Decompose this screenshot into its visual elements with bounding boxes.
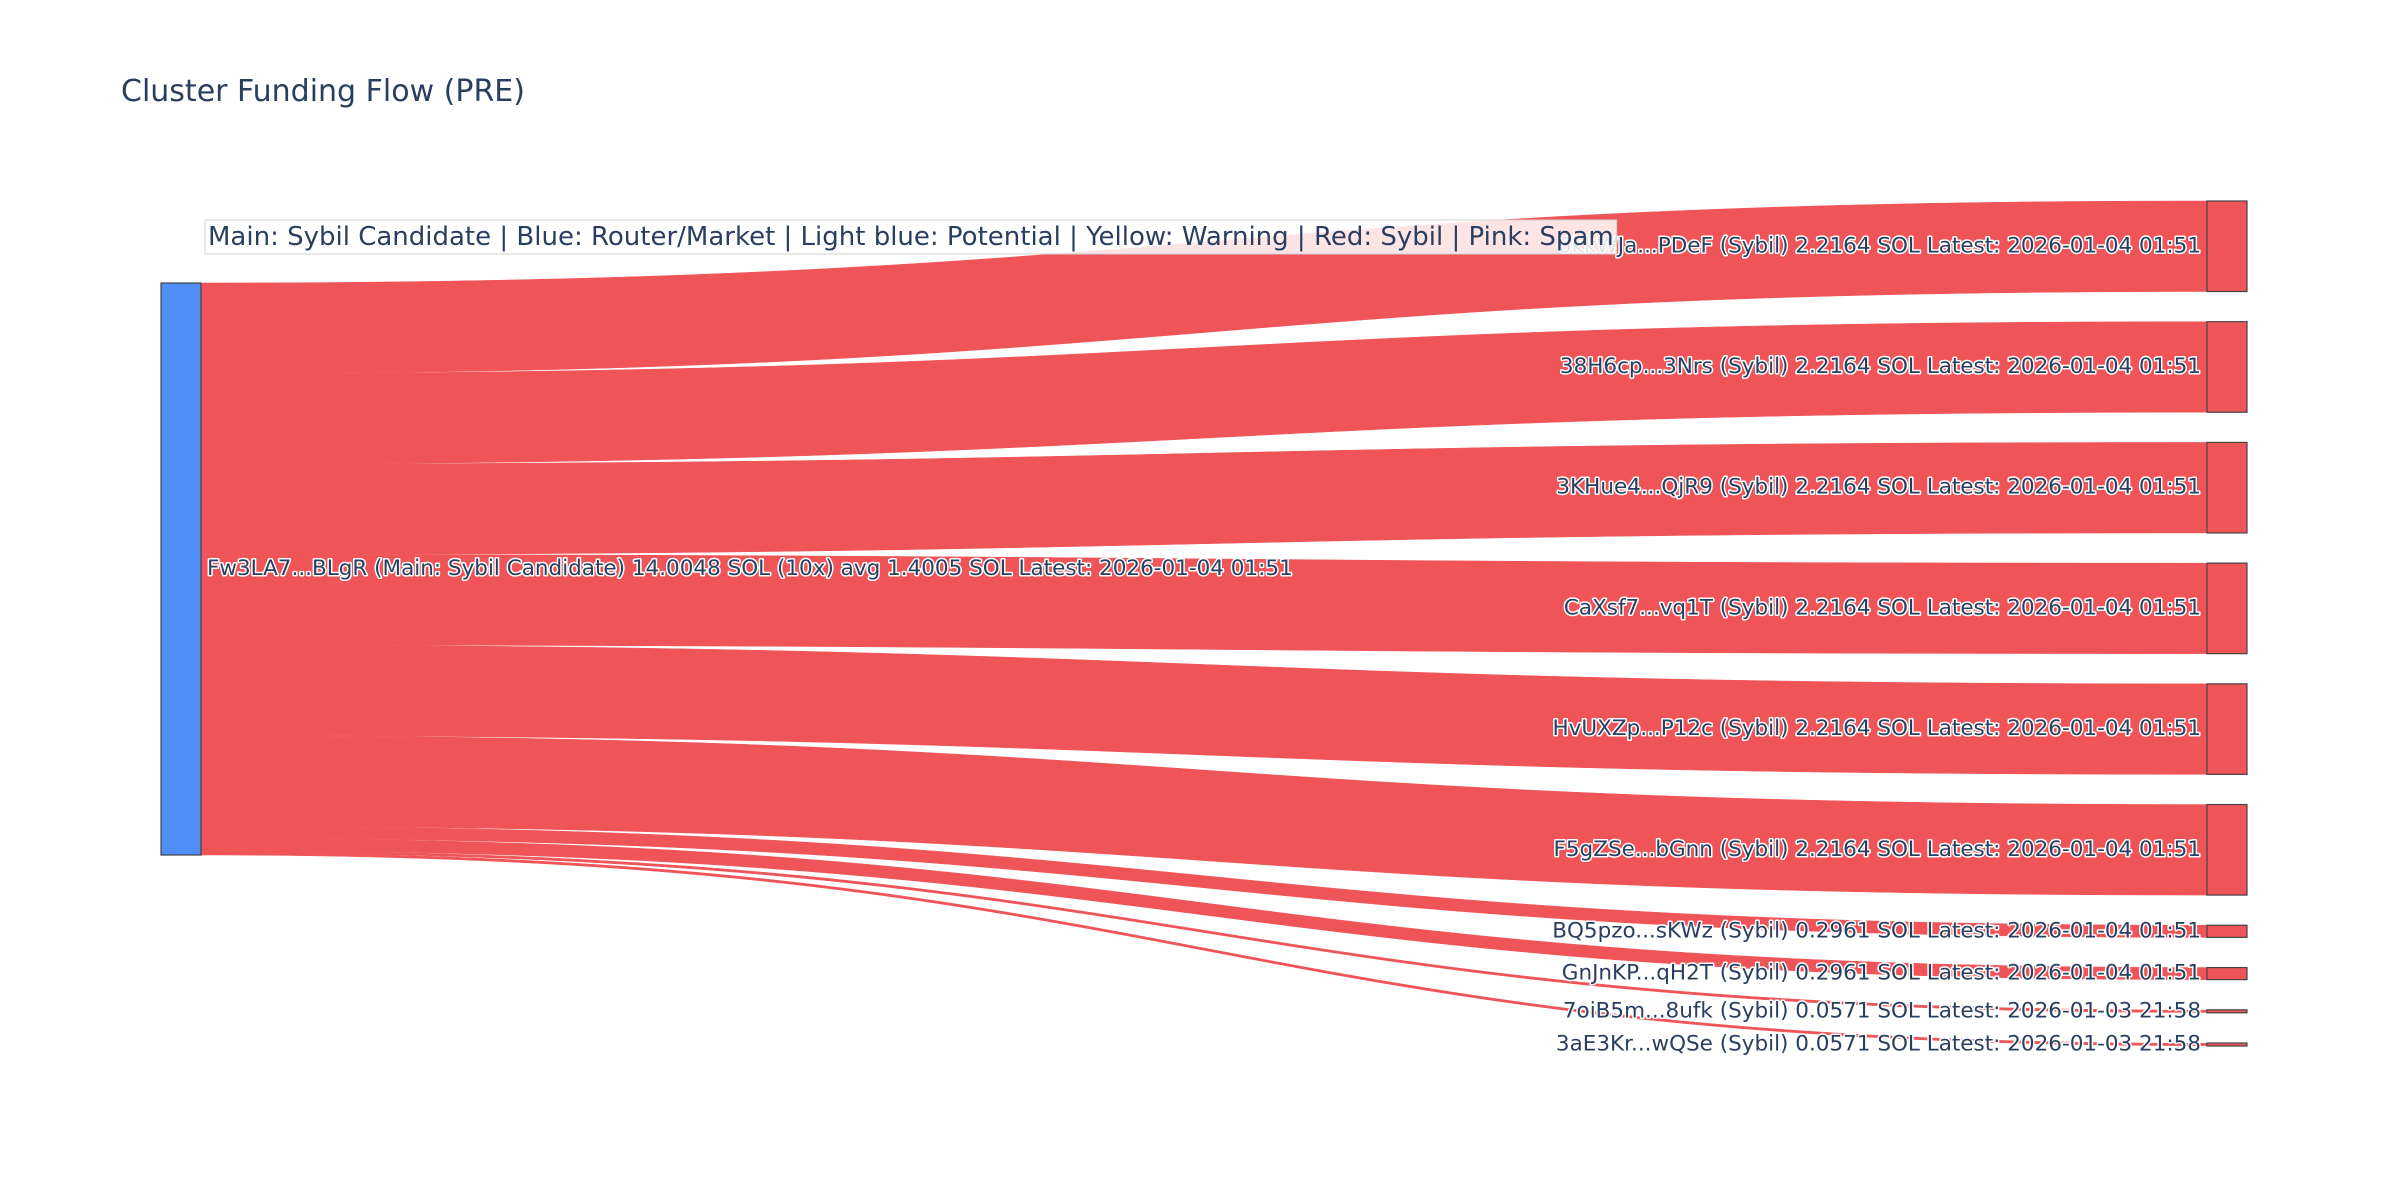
target-node: [2206, 966, 2248, 981]
target-node: [2206, 803, 2248, 896]
target-node: [2206, 683, 2248, 775]
target-node: [2206, 441, 2248, 534]
target-node-label: 7oiB5m...8ufk (Sybil) 0.0571 SOL Latest:…: [1563, 998, 2201, 1023]
source-node-label: Fw3LA7...BLgR (Main: Sybil Candidate) 14…: [207, 556, 1293, 581]
target-node-label: 38H6cp...3Nrs (Sybil) 2.2164 SOL Latest:…: [1560, 354, 2201, 379]
target-node: [2206, 562, 2248, 655]
legend-background: [204, 219, 1618, 255]
sankey-nodes: [160, 200, 2248, 1047]
legend-box: Main: Sybil Candidate | Blue: Router/Mar…: [204, 219, 1618, 255]
target-node: [2206, 200, 2248, 293]
target-node: [2206, 321, 2248, 413]
sankey-links: [200, 200, 2208, 1046]
target-node-label: GnJnKP...qH2T (Sybil) 0.2961 SOL Latest:…: [1562, 961, 2201, 986]
target-node: [2206, 924, 2248, 938]
target-node-label: 6kkWJa...PDeF (Sybil) 2.2164 SOL Latest:…: [1558, 233, 2201, 258]
target-node-label: CaXsf7...vq1T (Sybil) 2.2164 SOL Latest:…: [1564, 595, 2201, 620]
target-node-label: BQ5pzo...sKWz (Sybil) 0.2961 SOL Latest:…: [1552, 918, 2201, 943]
chart-title: Cluster Funding Flow (PRE): [121, 74, 525, 109]
sankey-labels: 6kkWJa...PDeF (Sybil) 2.2164 SOL Latest:…: [206, 232, 2203, 1058]
target-node-label: 3aE3Kr...wQSe (Sybil) 0.0571 SOL Latest:…: [1556, 1032, 2201, 1057]
source-node: [160, 282, 202, 856]
target-node-label: F5gZSe...bGnn (Sybil) 2.2164 SOL Latest:…: [1554, 837, 2201, 862]
target-node: [2206, 1042, 2248, 1047]
target-node: [2206, 1009, 2248, 1014]
target-node-label: 3KHue4...QjR9 (Sybil) 2.2164 SOL Latest:…: [1556, 475, 2201, 500]
target-node-label: HvUXZp...P12c (Sybil) 2.2164 SOL Latest:…: [1553, 716, 2202, 741]
legend-text: Main: Sybil Candidate | Blue: Router/Mar…: [208, 222, 1614, 252]
